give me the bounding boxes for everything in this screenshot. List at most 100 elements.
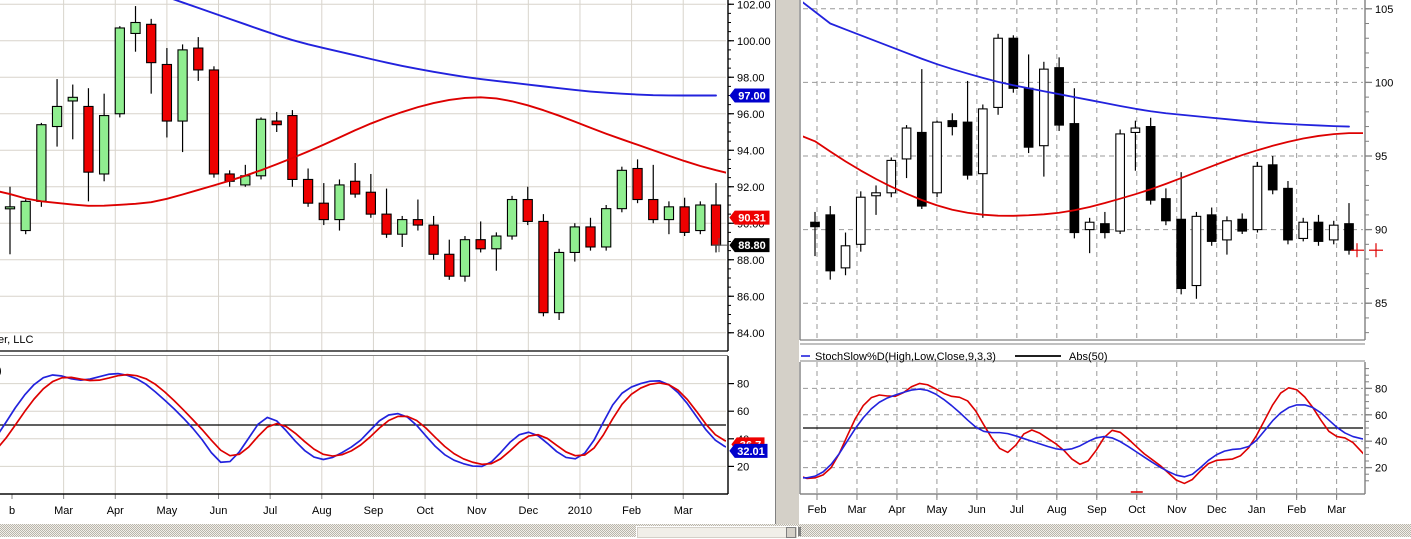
- candle-body: [161, 63, 173, 122]
- candle-body: [146, 23, 157, 64]
- candle-body: [506, 198, 518, 237]
- candle-body: [1328, 224, 1339, 241]
- ma-slow-value-text: 97.00: [738, 91, 766, 103]
- left-price-tick: 102.00: [737, 0, 771, 11]
- candle-body: [20, 200, 31, 232]
- right-axes: Feb Mar Apr May Jun Jul Aug Sep Oct Nov Dec Jan Feb M…: [799, 0, 1393, 516]
- right-indicator-tick: 40: [1375, 436, 1387, 448]
- candle-body: [1115, 133, 1125, 232]
- candle-body: [810, 221, 820, 228]
- window-divider[interactable]: [775, 0, 801, 537]
- candle-body: [83, 105, 94, 173]
- right-indicator-plot: [803, 382, 1363, 485]
- scrollbar-end-cap[interactable]: [798, 527, 801, 536]
- left-axes: b Mar Apr May Jun Jul Aug Sep Oct Nov Dec 2010 Feb Ma…: [0, 0, 771, 517]
- candle-body: [601, 208, 612, 248]
- candle-body: [1237, 218, 1248, 232]
- stoch-k-value-text: 32.01: [737, 446, 765, 458]
- right-date-tick: Mar: [847, 504, 866, 516]
- candle-body: [67, 96, 78, 102]
- left-date-tick: Apr: [107, 505, 124, 517]
- candle-body: [538, 220, 549, 314]
- left-chart-window[interactable]: b Mar Apr May Jun Jul Aug Sep Oct Nov Dec 2010 Feb Ma…: [0, 0, 775, 537]
- left-price-tick: 96.00: [737, 109, 765, 121]
- candle-body: [569, 226, 580, 253]
- left-indicator-plot: [0, 372, 726, 468]
- left-date-tick: Mar: [54, 505, 73, 517]
- right-indicator-tick: 80: [1375, 383, 1387, 395]
- candle-body: [412, 219, 424, 226]
- stoch-k-value: 32.01: [729, 443, 768, 458]
- last-price-value-text: 88.80: [738, 240, 766, 252]
- scrollbar-thumb[interactable]: [786, 527, 796, 538]
- candle-body: [428, 224, 439, 255]
- right-chart-canvas[interactable]: Feb Mar Apr May Jun Jul Aug Sep Oct Nov Dec Jan Feb M…: [799, 0, 1411, 524]
- horizontal-scrollbar-track[interactable]: [636, 526, 798, 539]
- left-chart-canvas[interactable]: b Mar Apr May Jun Jul Aug Sep Oct Nov Dec 2010 Feb Ma…: [0, 0, 775, 524]
- candle-body: [444, 253, 455, 277]
- ma-fast-value: 90.31: [729, 210, 770, 225]
- left-indicator-tick: 80: [737, 379, 749, 391]
- right-date-tick: Apr: [888, 504, 905, 516]
- right-price-tick: 95: [1375, 151, 1387, 163]
- candle-body: [616, 169, 628, 210]
- candle-body: [287, 115, 298, 180]
- right-ma-fast-line: [803, 132, 1363, 217]
- right-date-tick: Oct: [1128, 504, 1145, 516]
- left-date-tick: b: [9, 505, 15, 517]
- candle-body: [302, 178, 314, 204]
- left-stoch-d-line: [0, 373, 726, 466]
- last-price-value: 88.80: [729, 238, 770, 253]
- right-chart-window[interactable]: Feb Mar Apr May Jun Jul Aug Sep Oct Nov Dec Jan Feb M…: [799, 0, 1411, 537]
- right-date-tick: Aug: [1047, 504, 1067, 516]
- left-date-tick: Nov: [467, 505, 487, 517]
- candle-body: [475, 239, 486, 250]
- right-stoch-d-line: [803, 382, 1363, 485]
- right-price-tick: 100: [1375, 77, 1393, 89]
- candle-body: [585, 226, 596, 248]
- ma-fast-value-text: 90.31: [738, 213, 766, 225]
- right-axis-crosshair-marker: [1369, 243, 1383, 258]
- candle-body: [1054, 67, 1064, 126]
- candle-body: [1191, 215, 1202, 287]
- left-price-tick: 100.00: [737, 36, 771, 48]
- candle-body: [947, 120, 958, 128]
- right-date-tick: Jul: [1010, 504, 1024, 516]
- candle-body: [1069, 123, 1080, 234]
- candle-body: [397, 219, 408, 235]
- right-stoch-k-line: [803, 388, 1363, 479]
- right-price-tick: 85: [1375, 298, 1387, 310]
- candle-body: [1039, 68, 1049, 147]
- candle-body: [114, 27, 125, 115]
- candle-body: [1130, 127, 1141, 133]
- left-price-tick: 88.00: [737, 255, 765, 267]
- right-indicator-legend: StochSlow%D(High,Low,Close,9,3,3) Abs(50): [801, 351, 1108, 363]
- candle-body: [98, 115, 110, 175]
- right-date-tick: Feb: [808, 504, 827, 516]
- candle-body: [977, 108, 988, 175]
- right-price-plot: [803, 1, 1363, 299]
- left-crosshair-marker: [712, 238, 727, 253]
- candle-body: [1283, 187, 1293, 241]
- candle-body: [36, 124, 47, 202]
- left-price-tick: 92.00: [737, 182, 765, 194]
- candle-body: [522, 198, 533, 222]
- right-indicator-tick: 60: [1375, 410, 1387, 422]
- candle-body: [825, 214, 836, 272]
- left-ma-slow-line: [172, 0, 717, 97]
- left-legend-clipped: ): [0, 365, 2, 377]
- candle-body: [271, 120, 282, 126]
- left-date-tick: Aug: [312, 505, 332, 517]
- left-price-plot: [0, 0, 726, 320]
- left-date-tick: May: [157, 505, 178, 517]
- candle-body: [1145, 126, 1156, 201]
- candle-body: [553, 251, 565, 314]
- candle-body: [177, 49, 188, 122]
- right-date-tick: Jan: [1248, 504, 1266, 516]
- right-date-tick: Sep: [1087, 504, 1107, 516]
- left-date-tick: 2010: [568, 505, 592, 517]
- left-date-tick: Oct: [416, 505, 433, 517]
- candle-body: [1298, 221, 1309, 239]
